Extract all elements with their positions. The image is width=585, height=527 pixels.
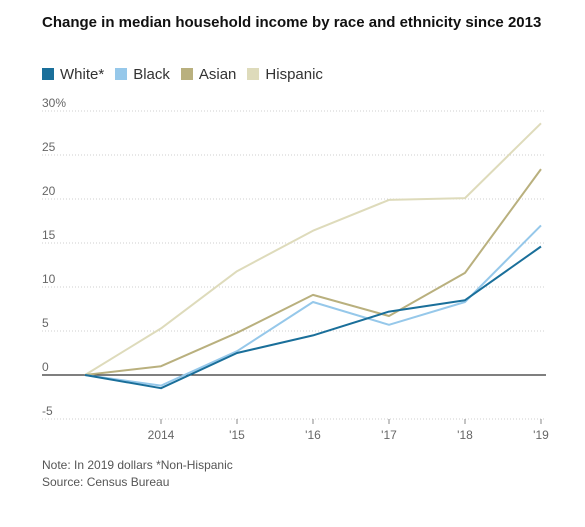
y-tick-label: -5	[42, 404, 53, 418]
y-tick-label: 15	[42, 228, 56, 242]
legend-label-black: Black	[133, 65, 170, 83]
series-line-hispanic	[84, 122, 542, 376]
legend-swatch-black	[115, 68, 128, 80]
chart-series	[84, 122, 542, 390]
x-tick-label: '16	[305, 428, 321, 442]
y-tick-label: 20	[42, 184, 56, 198]
chart-source: Source: Census Bureau	[42, 475, 170, 489]
series-line-black	[84, 224, 542, 387]
chart-title: Change in median household income by rac…	[42, 14, 542, 31]
x-axis-ticks: 2014 '15 '16 '17 '18 '19	[148, 419, 549, 442]
legend-label-asian: Asian	[198, 65, 237, 83]
line-chart: 30% 25 20 15 10 5 0 -5 2014 '15 '16 '17 '18 '19	[42, 96, 549, 442]
y-tick-label: 10	[42, 272, 56, 286]
legend-swatch-white	[42, 68, 54, 80]
y-tick-label: 5	[42, 316, 49, 330]
chart-note: Note: In 2019 dollars *Non-Hispanic	[42, 458, 233, 472]
x-tick-label: '18	[457, 428, 473, 442]
x-tick-label: '19	[533, 428, 549, 442]
chart-grid	[42, 110, 546, 420]
series-line-asian	[84, 168, 542, 376]
legend-swatch-hispanic	[247, 68, 260, 80]
legend-label-white: White*	[60, 65, 105, 83]
x-tick-label: 2014	[148, 428, 175, 442]
legend-item-hispanic: Hispanic	[247, 66, 323, 83]
legend-label-hispanic: Hispanic	[265, 65, 323, 83]
legend-swatch-asian	[180, 68, 193, 80]
chart-footer: Note: In 2019 dollars *Non-Hispanic Sour…	[42, 457, 233, 491]
x-tick-label: '17	[381, 428, 397, 442]
legend-item-asian: Asian	[180, 65, 237, 83]
series-line-white	[84, 245, 542, 390]
legend-item-white: White*	[42, 66, 104, 83]
legend-item-black: Black	[115, 66, 170, 83]
y-tick-label: 0	[42, 360, 49, 374]
y-tick-label: 30%	[42, 96, 66, 110]
chart-legend: White* Black Asian Hispanic	[42, 64, 334, 84]
x-tick-label: '15	[229, 428, 245, 442]
y-tick-label: 25	[42, 140, 56, 154]
y-axis-ticks: 30% 25 20 15 10 5 0 -5	[42, 96, 66, 418]
